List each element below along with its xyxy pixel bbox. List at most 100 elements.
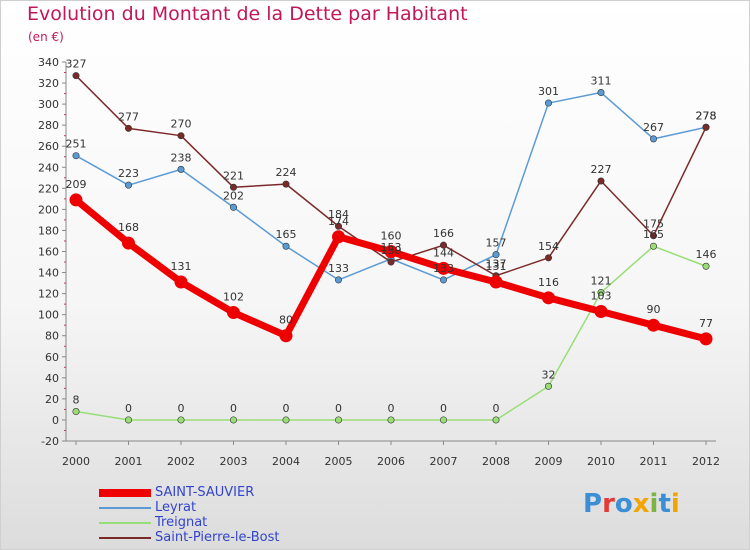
y-tick-label: 140 [38,267,59,280]
data-label: 267 [643,121,664,134]
data-label: 238 [171,151,192,164]
data-label: 0 [230,402,237,415]
y-tick-label: 180 [38,224,59,237]
data-point [597,289,605,297]
data-label: 8 [73,394,80,407]
data-label: 0 [178,402,185,415]
data-point [282,242,290,250]
y-tick-label: 40 [45,372,59,385]
legend-label: Saint-Pierre-le-Bost [155,530,280,545]
data-point [544,99,552,107]
data-label: 133 [328,262,349,275]
y-tick-label: 300 [38,98,59,111]
data-point [174,275,188,289]
data-label: 301 [538,85,559,98]
data-point [72,408,80,416]
data-label: 133 [433,262,454,275]
data-point [594,305,608,319]
data-label: 202 [223,189,244,202]
data-point [177,416,185,424]
data-label: 209 [66,178,87,191]
data-point [125,416,133,424]
data-label: 0 [335,402,342,415]
y-tick-label: 100 [38,309,59,322]
data-label: 0 [440,402,447,415]
data-label: 144 [433,246,454,259]
y-tick-label: 320 [38,77,59,90]
data-label: 227 [591,163,612,176]
x-tick-label: 2006 [377,455,405,468]
data-label: 80 [279,314,293,327]
data-label: 154 [538,240,559,253]
y-tick-label: 120 [38,288,59,301]
data-point [702,262,710,270]
legend-swatch [99,489,151,497]
data-label: 278 [696,109,717,122]
data-point [177,132,185,140]
data-label: 223 [118,167,139,180]
legend-label: Treignat [155,515,208,530]
x-tick-label: 2012 [692,455,720,468]
data-point [230,203,238,211]
data-label: 311 [591,75,612,88]
data-point [122,236,135,250]
x-tick-label: 2009 [535,455,563,468]
x-tick-label: 2000 [62,455,90,468]
series-lines [69,72,713,424]
data-label: 0 [125,402,132,415]
data-label: 278 [696,109,717,122]
logo-letter: o [614,489,633,519]
logo-letter: x [632,489,650,519]
logo-letter: P [583,489,603,519]
data-point [332,230,345,244]
data-label: 90 [647,303,661,316]
data-label: 77 [699,317,713,330]
data-label: 221 [223,169,244,182]
data-point [597,89,605,97]
proxiti-logo: Proxiti [583,489,680,519]
x-tick-label: 2001 [115,455,143,468]
data-point [125,181,133,189]
data-label: 160 [381,230,402,243]
axes: -200204060801001201401601802002202402602… [38,56,720,468]
y-tick-label: 200 [38,203,59,216]
y-tick-label: 240 [38,161,59,174]
data-point [282,416,290,424]
data-point [544,254,552,262]
data-point [439,416,447,424]
legend-label: SAINT-SAUVIER [155,485,255,500]
data-point [542,291,555,305]
y-tick-label: 340 [38,56,59,69]
y-tick-label: 280 [38,119,59,132]
y-tick-label: 20 [45,393,59,406]
data-label: 168 [118,221,139,234]
data-label: 270 [171,118,192,131]
data-point [702,123,710,131]
legend-swatch [99,522,151,524]
data-label: 165 [276,228,297,241]
x-tick-label: 2011 [640,455,668,468]
data-label: 184 [328,208,349,221]
x-tick-label: 2002 [167,455,195,468]
data-point [384,245,398,258]
data-label: 165 [643,228,664,241]
data-point [125,124,133,132]
data-point [230,416,238,424]
x-tick-label: 2004 [272,455,300,468]
data-label: 166 [433,227,454,240]
data-point [439,276,447,284]
data-point [649,242,657,250]
data-point [492,251,500,259]
x-tick-label: 2010 [587,455,615,468]
y-tick-label: 80 [45,330,59,343]
data-label: 153 [381,241,402,254]
y-tick-label: 220 [38,182,59,195]
y-tick-label: 160 [38,246,59,259]
data-point [334,416,342,424]
legend-label: Leyrat [155,500,197,515]
y-tick-label: 260 [38,140,59,153]
data-point [230,183,238,191]
data-point [439,241,447,249]
